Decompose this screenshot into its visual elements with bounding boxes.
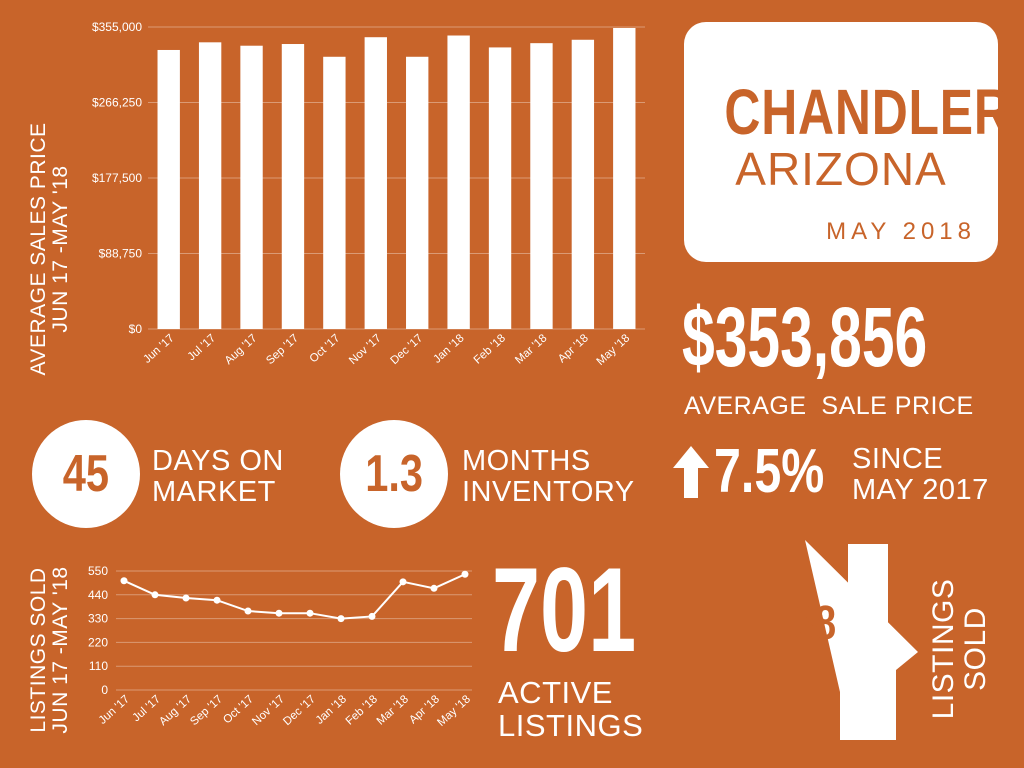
bar bbox=[198, 42, 222, 329]
bar-x-tick-label: May '18 bbox=[595, 332, 633, 368]
bar bbox=[447, 35, 470, 329]
line-point bbox=[275, 609, 283, 617]
listings-sold-label: LISTINGS SOLD bbox=[927, 564, 992, 734]
bar-y-tick-label: $0 bbox=[129, 322, 143, 336]
days-on-market-label: DAYS ON MARKET bbox=[152, 446, 284, 508]
price-change-value: 7.5% bbox=[714, 437, 825, 506]
bar-y-tick-label: $177,500 bbox=[92, 171, 142, 185]
sold-label-line2: SOLD bbox=[959, 607, 992, 691]
line-point bbox=[120, 577, 128, 585]
bar-y-tick-label: $88,750 bbox=[99, 247, 143, 261]
state-title: ARIZONA bbox=[735, 143, 947, 195]
bar bbox=[530, 43, 553, 329]
bar-y-tick-label: $266,250 bbox=[92, 96, 142, 110]
line-x-tick-label: Jun '17 bbox=[97, 693, 132, 726]
line-ylabel-line1: LISTINGS SOLD bbox=[27, 567, 50, 733]
city-title: CHANDLER bbox=[724, 76, 1011, 148]
line-y-tick-label: 330 bbox=[88, 612, 108, 626]
days-label-line2: MARKET bbox=[152, 476, 276, 508]
change-label-line1: SINCE bbox=[852, 443, 944, 475]
bar bbox=[323, 56, 346, 329]
line-point bbox=[244, 607, 252, 615]
price-change-label: SINCE MAY 2017 bbox=[852, 444, 989, 506]
inventory-label-line2: INVENTORY bbox=[462, 476, 635, 508]
line-y-tick-label: 440 bbox=[88, 588, 108, 602]
months-inventory-circle: 1.3 bbox=[340, 420, 448, 528]
line-x-tick-label: Jan '18 bbox=[314, 693, 349, 726]
line-point bbox=[337, 615, 345, 623]
line-y-tick-label: 110 bbox=[89, 659, 108, 673]
line-y-tick-label: 0 bbox=[101, 683, 108, 697]
days-on-market-circle: 45 bbox=[32, 420, 140, 528]
line-point bbox=[151, 591, 159, 599]
bar-y-tick-label: $355,000 bbox=[92, 20, 142, 34]
days-label-line1: DAYS ON bbox=[152, 445, 284, 477]
bar bbox=[240, 45, 263, 330]
line-point bbox=[306, 609, 314, 617]
sold-label-line1: LISTINGS bbox=[927, 578, 960, 720]
period-label: MAY 2018 bbox=[826, 218, 976, 245]
bar bbox=[364, 37, 387, 330]
line-y-tick-label: 220 bbox=[88, 635, 108, 649]
bar bbox=[613, 27, 636, 329]
line-x-tick-label: Dec '17 bbox=[281, 693, 318, 728]
title-card: CHANDLER ARIZONA MAY 2018 bbox=[684, 22, 1010, 262]
bar-x-tick-label: Apr '18 bbox=[556, 332, 591, 365]
listings-sold-value: 538 bbox=[771, 597, 837, 650]
bar bbox=[281, 44, 305, 329]
house-icon bbox=[805, 540, 918, 740]
line-point bbox=[430, 584, 438, 592]
active-listings-value: 701 bbox=[492, 548, 637, 672]
bar bbox=[406, 56, 429, 329]
line-point bbox=[213, 596, 221, 604]
line-x-tick-label: Oct '17 bbox=[221, 693, 256, 726]
days-on-market-value: 45 bbox=[62, 445, 110, 503]
line-chart-ylabel: LISTINGS SOLD JUN 17 -MAY '18 bbox=[27, 560, 72, 740]
active-label-line1: ACTIVE bbox=[498, 675, 613, 710]
arrow-up-icon bbox=[673, 446, 709, 498]
line-x-tick-label: Sep '17 bbox=[188, 693, 225, 728]
bar bbox=[157, 49, 180, 329]
active-label-line2: LISTINGS bbox=[498, 708, 644, 743]
line-point bbox=[368, 612, 376, 620]
bar bbox=[571, 39, 595, 330]
bar-x-tick-label: Mar '18 bbox=[513, 332, 549, 366]
line-point bbox=[399, 578, 407, 586]
average-price-label: AVERAGE SALE PRICE bbox=[684, 392, 974, 420]
change-label-line2: MAY 2017 bbox=[852, 474, 989, 506]
line-point bbox=[182, 594, 190, 602]
listings-sold-series-line bbox=[123, 573, 466, 620]
months-inventory-label: MONTHS INVENTORY bbox=[462, 446, 635, 508]
line-x-tick-label: Nov '17 bbox=[250, 693, 287, 728]
line-x-tick-label: Feb '18 bbox=[344, 693, 380, 727]
inventory-label-line1: MONTHS bbox=[462, 445, 591, 477]
line-x-tick-label: Aug '17 bbox=[157, 693, 194, 728]
line-y-tick-label: 550 bbox=[88, 564, 108, 578]
average-price-value: $353,856 bbox=[682, 292, 928, 382]
line-x-tick-label: May '18 bbox=[435, 693, 473, 729]
line-point bbox=[461, 570, 469, 578]
bar bbox=[488, 47, 512, 329]
line-ylabel-line2: JUN 17 -MAY '18 bbox=[49, 566, 72, 734]
line-x-tick-label: Mar '18 bbox=[375, 693, 411, 727]
months-inventory-value: 1.3 bbox=[365, 445, 423, 503]
active-listings-label: ACTIVE LISTINGS bbox=[498, 676, 643, 742]
